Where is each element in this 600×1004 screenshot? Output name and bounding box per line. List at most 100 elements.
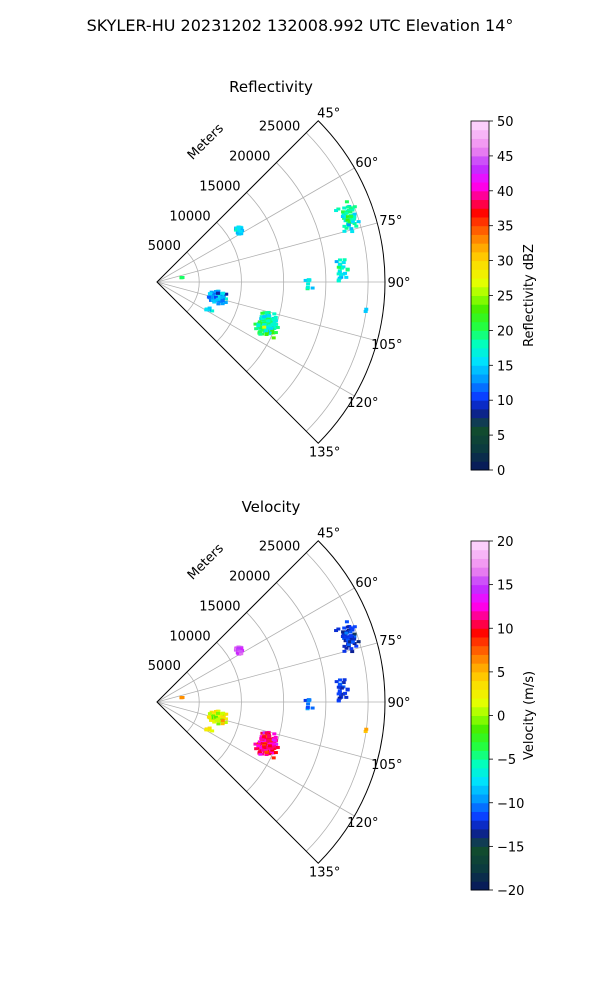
colorbar-tick-label: 0 (497, 464, 505, 479)
echo-gate (236, 646, 241, 650)
colorbar-segment (471, 295, 489, 305)
echo-gate (263, 739, 268, 743)
echo-gate (342, 224, 347, 228)
echo-gate (344, 620, 349, 624)
echo-gate (348, 214, 353, 218)
azimuth-gridline (156, 701, 355, 817)
echo-gate (262, 325, 267, 329)
range-tick-label: 10000 (169, 209, 210, 224)
echo-gate (336, 265, 341, 269)
colorbar-segment (471, 750, 489, 760)
echo-gate (336, 278, 341, 282)
colorbar-segment (471, 304, 489, 314)
colorbar-segment (471, 417, 489, 427)
azimuth-gridline (156, 222, 378, 283)
colorbar-segment (471, 732, 489, 743)
echo-gate (273, 315, 278, 319)
echo-gate (258, 752, 263, 756)
colorbar-tick-label: 0 (497, 710, 505, 725)
colorbar-segment (471, 155, 489, 166)
echo-gate (345, 218, 350, 222)
echo-gate (342, 644, 347, 648)
echo-gate (214, 718, 219, 722)
colorbar-tick-label: 15 (497, 359, 514, 374)
echo-gate (212, 300, 217, 304)
colorbar-segment (471, 575, 489, 586)
colorbar-segment (471, 785, 489, 795)
echo-gate (238, 647, 243, 651)
panel-title: Velocity (242, 498, 301, 516)
azimuth-tick-label: 105° (371, 338, 402, 353)
echo-gate (352, 212, 357, 216)
echo-gate (310, 286, 315, 290)
echo-gate (349, 647, 354, 651)
echo-gate (256, 742, 261, 746)
azimuth-tick-label: 90° (387, 696, 410, 711)
colorbar-segment (471, 724, 489, 734)
echo-gate (303, 698, 308, 702)
azimuth-tick-label: 75° (379, 634, 402, 649)
echo-gate (266, 745, 271, 749)
echo-gate (256, 324, 261, 328)
echo-gate (348, 640, 353, 644)
echo-gate (345, 688, 350, 692)
echo-gate (263, 319, 268, 323)
azimuth-tick-label: 90° (387, 276, 410, 291)
echo-gate (344, 646, 349, 650)
echo-gate (345, 635, 350, 639)
echo-gate (266, 313, 271, 317)
echo-gate (345, 205, 350, 209)
echo-gate (342, 649, 347, 653)
echo-gate (239, 652, 244, 656)
echo-gate (268, 742, 273, 746)
colorbar-segment (471, 225, 489, 235)
echo-gate (269, 746, 274, 750)
echo-gate (264, 330, 269, 334)
colorbar-segment (471, 802, 489, 812)
colorbar-segment (471, 435, 489, 445)
echo-gate (344, 695, 349, 699)
echo-gate (345, 625, 350, 629)
colorbar-segment (471, 593, 489, 603)
colorbar-segment (471, 619, 489, 629)
echo-gate (348, 206, 353, 210)
echo-gate (336, 698, 341, 702)
echo-gate (339, 273, 344, 277)
echo-gate (336, 272, 341, 276)
echo-gate (253, 322, 258, 326)
colorbar-tick-label: 45 (497, 150, 514, 165)
echo-gate (275, 745, 280, 749)
echo-gate (210, 729, 215, 733)
echo-gate (342, 206, 347, 210)
colorbar-segment (471, 680, 489, 690)
echo-gate (363, 729, 368, 733)
echo-gate (267, 744, 272, 748)
echo-gate (303, 278, 308, 282)
echo-gate (236, 226, 241, 230)
echo-gate (271, 331, 276, 335)
colorbar-segment (471, 382, 489, 392)
echo-gate (256, 322, 261, 326)
echo-gate (310, 706, 315, 710)
echo-gate (337, 258, 342, 262)
echo-gate (260, 317, 265, 321)
colorbar-tick-label: −10 (497, 797, 524, 812)
echo-gate (274, 322, 279, 326)
echo-gate (341, 261, 346, 265)
echo-gate (337, 696, 342, 700)
echo-gate (337, 683, 342, 687)
colorbar-tick-label: 30 (497, 255, 514, 270)
colorbar-segment (471, 278, 489, 288)
echo-gate (341, 630, 346, 634)
velocity-panel: Velocity 45° 60° 75° 90° 105° 120° 135° 5000 1000… (148, 498, 537, 899)
range-axis-label: Meters (185, 121, 227, 163)
echo-gate (206, 715, 211, 719)
echo-gate (268, 322, 273, 326)
colorbar-segment (471, 715, 489, 725)
echo-gate (356, 640, 361, 644)
echo-gate (207, 292, 212, 296)
echo-gate (266, 733, 271, 737)
echo-gate (337, 270, 342, 274)
echo-gate (261, 323, 266, 327)
